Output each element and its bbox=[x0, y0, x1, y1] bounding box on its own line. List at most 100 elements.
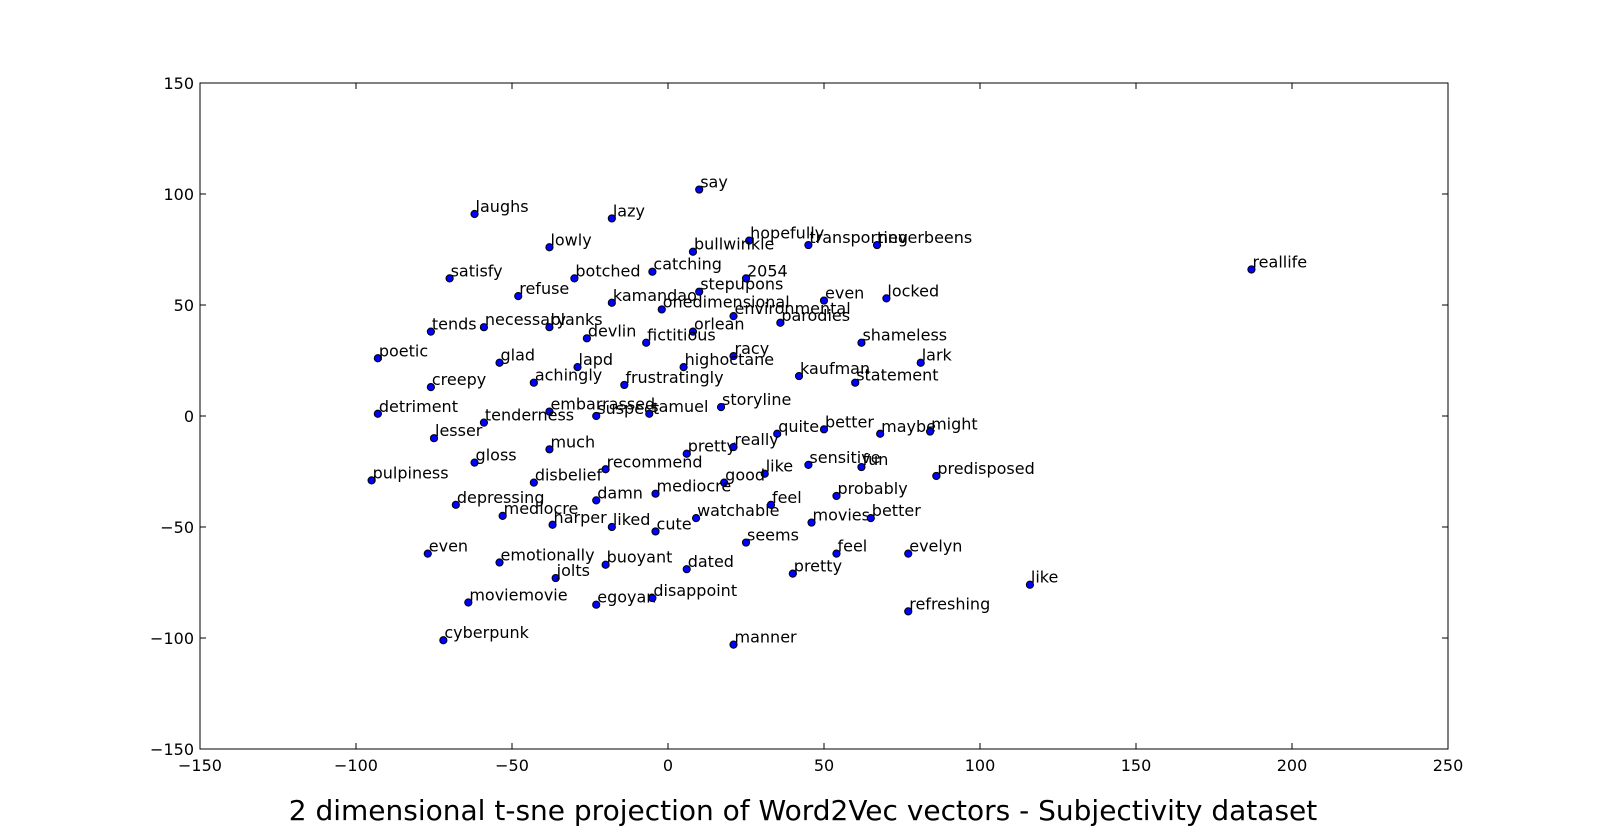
point-label: moviemovie bbox=[469, 585, 567, 604]
point-label: glad bbox=[501, 346, 536, 365]
point-label: better bbox=[825, 412, 874, 431]
data-point bbox=[794, 371, 804, 381]
data-point bbox=[904, 549, 913, 558]
point-label: storyline bbox=[722, 390, 791, 409]
data-point bbox=[464, 598, 473, 607]
point-label: creepy bbox=[432, 370, 486, 389]
point-label: liked bbox=[613, 510, 651, 529]
point-label: damn bbox=[597, 483, 643, 502]
data-point bbox=[925, 427, 935, 436]
data-point bbox=[729, 442, 738, 452]
data-point bbox=[601, 560, 610, 569]
y-tick-label: 150 bbox=[163, 74, 194, 93]
data-point bbox=[648, 267, 657, 276]
data-point bbox=[451, 500, 460, 509]
point-label: transporting bbox=[809, 228, 908, 247]
point-label: neverbeens bbox=[878, 228, 972, 247]
point-label: dated bbox=[688, 552, 734, 571]
point-label: even bbox=[429, 537, 468, 556]
point-label: movies bbox=[813, 506, 870, 525]
data-point bbox=[545, 323, 554, 332]
x-tick-label: −100 bbox=[334, 756, 378, 775]
data-point bbox=[479, 323, 489, 332]
data-point bbox=[592, 496, 601, 505]
x-tick-label: 100 bbox=[965, 756, 996, 775]
y-tick-label: −50 bbox=[160, 518, 194, 537]
point-label: kaufman bbox=[800, 359, 870, 378]
data-point bbox=[470, 458, 479, 467]
y-tick-label: −100 bbox=[150, 629, 194, 648]
point-label: manner bbox=[735, 628, 798, 647]
data-point bbox=[651, 527, 660, 536]
data-point bbox=[882, 294, 891, 303]
data-point bbox=[367, 476, 376, 485]
data-point bbox=[745, 236, 754, 245]
point-label: jolts bbox=[556, 561, 590, 580]
axis-ticks: −150 −100 −50 0 50 100 150 200 250 −150 −100 −50 0 50… bbox=[150, 74, 1463, 775]
data-point bbox=[445, 274, 454, 283]
data-point bbox=[373, 409, 382, 418]
data-point bbox=[570, 274, 579, 283]
data-point bbox=[682, 565, 691, 574]
data-point bbox=[1247, 265, 1256, 274]
point-label: like bbox=[766, 457, 793, 476]
point-label: good bbox=[725, 466, 765, 485]
data-point bbox=[688, 247, 698, 256]
data-point bbox=[679, 363, 688, 372]
point-label: botched bbox=[575, 261, 640, 280]
data-point bbox=[741, 538, 751, 547]
point-label: pulpiness bbox=[373, 463, 449, 482]
data-point bbox=[648, 593, 657, 603]
point-label: disbelief bbox=[535, 466, 603, 485]
point-label: refuse bbox=[519, 279, 569, 298]
data-point bbox=[857, 462, 866, 472]
data-point bbox=[529, 478, 538, 487]
x-tick-label: 250 bbox=[1433, 756, 1464, 775]
point-label: lesser bbox=[435, 421, 483, 440]
data-point bbox=[498, 511, 507, 521]
point-label: blanks bbox=[550, 310, 602, 329]
x-tick-label: −150 bbox=[178, 756, 222, 775]
data-point bbox=[548, 520, 557, 529]
data-point bbox=[729, 640, 738, 649]
data-point bbox=[545, 243, 554, 252]
point-label: tends bbox=[432, 315, 477, 334]
data-point bbox=[373, 354, 382, 363]
data-point bbox=[545, 445, 554, 454]
point-label: orlean bbox=[694, 315, 745, 334]
point-label: onedimensional bbox=[663, 292, 790, 311]
point-label: like bbox=[1031, 568, 1058, 587]
data-point bbox=[695, 287, 704, 296]
point-label: shameless bbox=[862, 326, 947, 345]
point-label: predisposed bbox=[937, 459, 1034, 478]
data-point bbox=[514, 292, 523, 301]
point-label: emotionally bbox=[501, 546, 595, 565]
point-label: lapd bbox=[579, 350, 614, 369]
point-label: harper bbox=[554, 508, 608, 527]
point-label: fun bbox=[862, 450, 888, 469]
data-point bbox=[592, 411, 601, 421]
data-point bbox=[688, 327, 698, 336]
data-point bbox=[495, 358, 504, 367]
data-point bbox=[729, 312, 738, 321]
point-label: mediocre bbox=[504, 499, 579, 518]
point-label: hopefully bbox=[750, 224, 824, 243]
point-label: mediocre bbox=[657, 477, 732, 496]
data-point bbox=[766, 500, 776, 509]
data-points: say laughs lazy hopefullytransportingneverb… bbox=[367, 173, 1307, 649]
point-label: depressing bbox=[457, 488, 545, 507]
point-label: watchable bbox=[697, 501, 779, 520]
data-point bbox=[729, 351, 738, 361]
point-label: much bbox=[550, 432, 595, 451]
point-label: satisfy bbox=[451, 261, 503, 280]
data-point bbox=[720, 478, 729, 487]
y-tick-label: 50 bbox=[174, 296, 194, 315]
x-tick-label: −50 bbox=[495, 756, 529, 775]
data-point bbox=[872, 240, 882, 250]
data-point bbox=[429, 434, 439, 443]
data-point bbox=[804, 460, 813, 469]
x-tick-label: 50 bbox=[814, 756, 834, 775]
point-label: evelyn bbox=[909, 537, 962, 556]
y-tick-label: 0 bbox=[184, 407, 194, 426]
